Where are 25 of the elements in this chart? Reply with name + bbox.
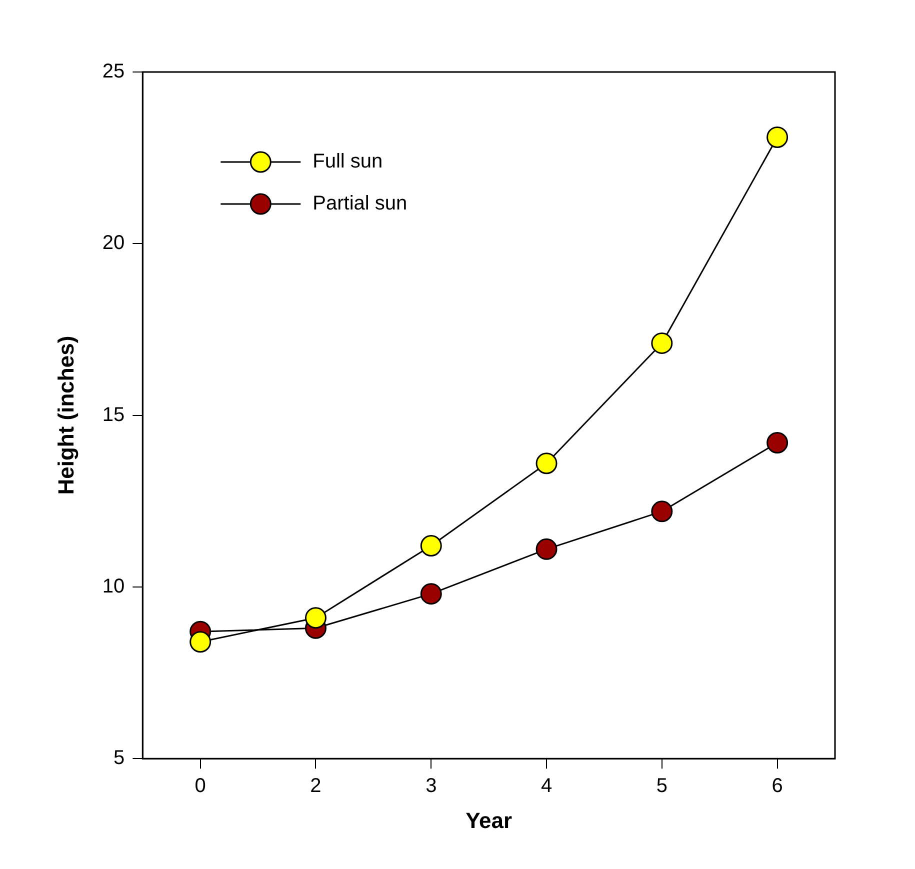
y-tick-label: 15 [102, 404, 125, 426]
point [304, 607, 326, 629]
y-tick-label: 20 [102, 232, 125, 254]
point [766, 126, 788, 148]
y-tick-label: 5 [114, 747, 125, 770]
x-tick-label: 4 [540, 775, 552, 798]
point [536, 452, 558, 474]
legend-label: Full sun [312, 150, 383, 173]
point [651, 500, 673, 522]
x-tick-label: 5 [656, 775, 668, 798]
point [190, 631, 212, 653]
point [766, 432, 788, 454]
point [420, 535, 442, 557]
y-axis-title: Height (inches) [53, 336, 78, 495]
legend-label: Partial sun [312, 192, 408, 215]
x-axis-title: Year [466, 808, 513, 833]
point [651, 332, 673, 354]
x-tick-label: 3 [426, 775, 437, 798]
x-tick-label: 2 [310, 775, 322, 798]
x-tick-label: 6 [772, 775, 783, 798]
y-tick-label: 10 [102, 575, 125, 598]
x-tick-label: 0 [194, 775, 206, 798]
point [420, 583, 442, 605]
point [536, 538, 558, 560]
y-tick-label: 25 [102, 60, 125, 83]
